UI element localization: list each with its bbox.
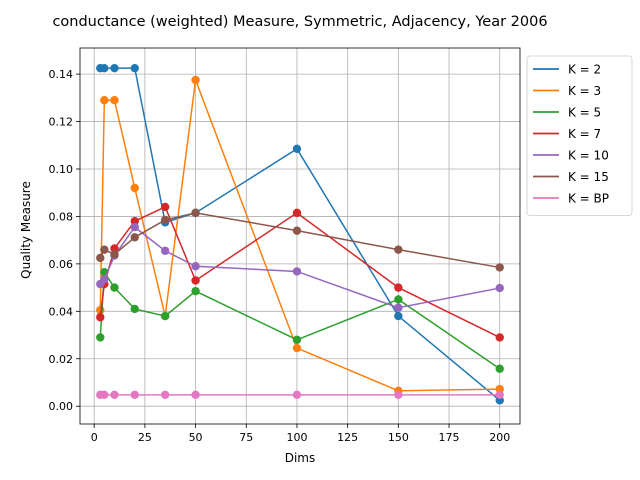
data-point — [394, 295, 403, 304]
data-point — [191, 286, 200, 296]
y-tick-label: 0.04 — [49, 305, 74, 318]
x-tick-label: 200 — [489, 431, 510, 444]
data-point — [130, 304, 139, 314]
data-point — [130, 390, 139, 400]
data-point — [160, 311, 170, 321]
data-point — [130, 216, 139, 226]
x-tick-label: 175 — [439, 431, 460, 444]
x-tick-label: 25 — [138, 431, 152, 444]
series-line — [99, 212, 500, 269]
legend-label: K = 7 — [568, 127, 601, 141]
x-axis-ticks: 0 25 50 75 100 125 150 175 200 — [91, 424, 510, 444]
x-tick-label: 150 — [388, 431, 409, 444]
series-line — [99, 269, 501, 370]
x-axis-label: Dims — [285, 451, 316, 465]
data-point — [96, 313, 105, 322]
series-layer — [96, 63, 504, 405]
data-point — [191, 390, 200, 400]
series-5 — [96, 222, 504, 312]
data-point — [110, 95, 119, 105]
data-point — [130, 63, 139, 73]
legend-item: K = 3 — [533, 84, 601, 98]
data-point — [292, 343, 302, 353]
legend-label: K = 15 — [568, 170, 609, 184]
series-6 — [96, 208, 504, 272]
x-tick-label: 125 — [337, 431, 358, 444]
y-axis-label: Quality Measure — [19, 181, 33, 279]
legend-label: K = 2 — [568, 63, 601, 77]
y-tick-label: 0.00 — [49, 400, 74, 413]
y-tick-label: 0.06 — [49, 258, 74, 271]
data-point — [160, 246, 170, 256]
data-point — [394, 390, 403, 400]
data-point — [130, 233, 139, 242]
legend-item: K = 5 — [533, 106, 601, 120]
grid-lines — [80, 48, 520, 424]
series-line — [99, 79, 500, 392]
x-tick-label: 75 — [239, 431, 253, 444]
data-point — [110, 390, 119, 400]
data-point — [191, 262, 200, 271]
data-point — [100, 63, 109, 73]
data-point — [130, 222, 139, 232]
data-point — [100, 390, 109, 400]
x-tick-label: 100 — [286, 431, 307, 444]
series-7 — [96, 390, 504, 400]
x-tick-label: 0 — [91, 431, 98, 444]
legend-item: K = 7 — [533, 127, 601, 141]
legend: K = 2 K = 3 K = 5 K = 7 K = 10 K = 15 K = BP — [526, 55, 633, 216]
data-point — [130, 183, 139, 193]
x-tick-label: 50 — [189, 431, 203, 444]
data-point — [110, 63, 119, 73]
data-point — [160, 215, 170, 225]
chart-title: conductance (weighted) Measure, Symmetri… — [52, 14, 547, 30]
data-point — [495, 283, 504, 293]
legend-label: K = BP — [568, 192, 609, 206]
data-point — [292, 390, 302, 400]
data-point — [292, 267, 302, 276]
data-point — [495, 333, 504, 342]
legend-item: K = 2 — [533, 63, 601, 77]
data-point — [110, 283, 119, 292]
series-1 — [96, 63, 504, 405]
data-point — [394, 283, 403, 292]
data-point — [495, 390, 504, 400]
data-point — [394, 303, 403, 312]
data-point — [394, 245, 403, 254]
data-point — [96, 333, 105, 342]
data-point — [110, 244, 119, 253]
series-2 — [96, 75, 504, 395]
legend-item: K = BP — [533, 192, 609, 206]
legend-label: K = 5 — [568, 106, 601, 120]
legend-item: K = 15 — [533, 170, 609, 184]
data-point — [100, 275, 109, 284]
y-tick-label: 0.14 — [49, 68, 74, 81]
plot-frame — [79, 47, 521, 425]
data-point — [100, 245, 109, 254]
data-point — [191, 276, 200, 285]
legend-item: K = 10 — [533, 149, 609, 163]
y-tick-label: 0.10 — [49, 163, 74, 176]
legend-label: K = 10 — [568, 149, 609, 163]
data-point — [292, 208, 302, 218]
y-tick-label: 0.08 — [49, 210, 74, 223]
data-point — [191, 75, 200, 85]
y-tick-label: 0.02 — [49, 353, 74, 366]
data-point — [110, 250, 119, 259]
data-point — [100, 95, 109, 105]
data-point — [292, 226, 302, 235]
data-point — [160, 202, 170, 212]
data-point — [292, 144, 302, 154]
data-point — [292, 335, 302, 344]
y-tick-label: 0.12 — [49, 116, 74, 129]
data-point — [495, 263, 504, 272]
data-point — [160, 390, 170, 400]
legend-label: K = 3 — [568, 84, 601, 98]
data-point — [495, 364, 504, 373]
data-point — [96, 253, 105, 263]
data-point — [191, 208, 200, 218]
data-point — [394, 311, 403, 321]
y-axis-ticks: 0.00 0.02 0.04 0.06 0.08 0.10 0.12 0.14 — [49, 68, 80, 413]
